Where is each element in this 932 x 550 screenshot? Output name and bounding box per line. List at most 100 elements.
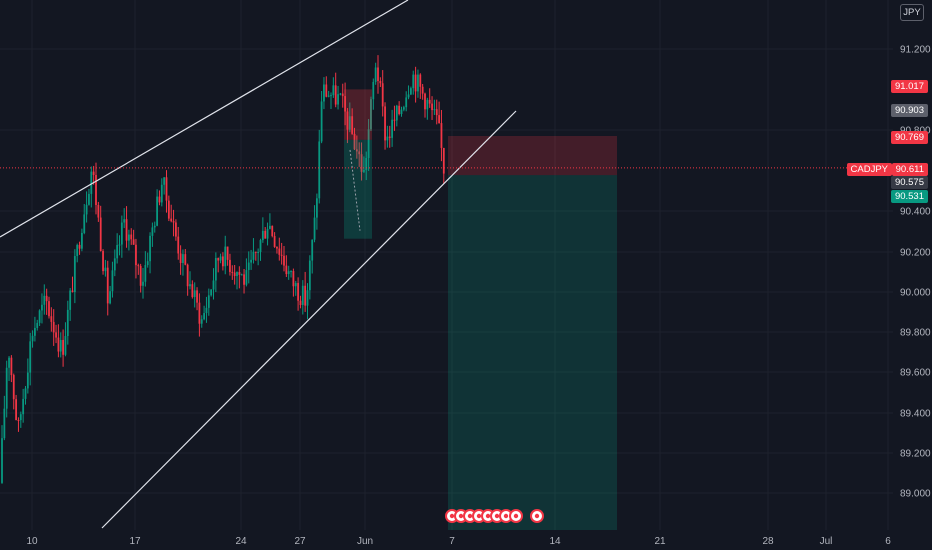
candle-body — [363, 170, 365, 172]
candle-body — [29, 341, 32, 373]
candle-body — [179, 253, 182, 264]
candle-body — [414, 74, 417, 92]
candle-body — [153, 225, 156, 228]
candle-body — [55, 332, 57, 338]
candle-body — [428, 99, 431, 104]
event-marker-dot — [467, 513, 473, 519]
candle-body — [76, 244, 79, 257]
candle-body — [130, 234, 133, 240]
small-stop-zone[interactable] — [344, 89, 372, 140]
candle-body — [332, 85, 335, 96]
candle-body — [417, 74, 419, 92]
candle-body — [191, 284, 194, 298]
candle-body — [177, 236, 180, 254]
candle-body — [252, 251, 255, 260]
candle-body — [43, 295, 46, 305]
symbol-tag: CADJPY — [846, 163, 892, 176]
candle-body — [254, 251, 257, 253]
candle-body — [146, 261, 149, 266]
candle-body — [52, 321, 55, 333]
candle-body — [99, 217, 102, 252]
candle-body — [142, 281, 144, 286]
price-tag-mid: 90.903 — [890, 104, 928, 117]
candle-body — [431, 103, 433, 111]
candle-body — [334, 85, 337, 105]
candle-body — [381, 83, 384, 107]
currency-label[interactable]: JPY — [900, 4, 924, 21]
candle-body — [137, 265, 140, 267]
price-tag-top: 91.017 — [890, 80, 928, 93]
time-tick-label: 10 — [26, 536, 38, 547]
candle-body — [106, 267, 109, 304]
candle-body — [34, 327, 36, 336]
candle-body — [384, 106, 386, 141]
candle-body — [264, 230, 267, 239]
candle-body — [113, 258, 116, 271]
candle-body — [287, 271, 290, 275]
candlestick-series — [1, 55, 445, 484]
price-tick-label: 89.600 — [900, 368, 931, 379]
candle-body — [214, 258, 217, 281]
candle-body — [144, 265, 147, 282]
price-tag-stop: 90.769 — [890, 131, 928, 144]
candle-body — [229, 259, 231, 272]
candle-body — [95, 175, 97, 205]
candle-body — [367, 129, 370, 158]
time-axis-ticks: 10 17 24 27 Jun 7 14 21 28 Jul 6 — [26, 536, 891, 547]
candle-body — [226, 246, 229, 260]
event-marker-dot — [494, 513, 500, 519]
candle-body — [292, 271, 295, 287]
candle-body — [104, 267, 107, 272]
candle-body — [88, 193, 90, 205]
candle-body — [139, 266, 142, 286]
candle-body — [238, 272, 241, 275]
candle-body — [41, 304, 43, 311]
candle-body — [73, 256, 76, 293]
candle-body — [85, 204, 88, 215]
candle-body — [285, 265, 288, 275]
candle-body — [341, 93, 344, 97]
candle-body — [36, 322, 39, 328]
candle-body — [15, 399, 17, 421]
candle-body — [426, 99, 429, 110]
candle-body — [421, 86, 424, 94]
candle-body — [440, 123, 443, 148]
candle-body — [163, 177, 166, 185]
candle-body — [308, 260, 311, 291]
upper-trendline[interactable] — [0, 0, 409, 238]
candle-body — [151, 227, 154, 236]
candle-body — [132, 239, 135, 245]
candle-body — [297, 283, 299, 301]
candle-body — [205, 307, 208, 314]
candle-body — [271, 225, 274, 237]
candle-body — [64, 336, 67, 355]
economic-event-markers[interactable] — [445, 509, 544, 523]
candle-body — [5, 367, 8, 409]
candle-body — [405, 97, 408, 108]
candle-body — [353, 133, 356, 150]
candle-body — [419, 74, 422, 87]
candle-body — [398, 105, 401, 115]
candle-body — [71, 290, 74, 293]
small-target-zone[interactable] — [344, 139, 372, 239]
candle-body — [125, 219, 128, 241]
price-tick-label: 91.200 — [900, 45, 931, 56]
candle-body — [175, 222, 177, 237]
time-tick-label: 28 — [762, 536, 774, 547]
candle-body — [83, 214, 86, 233]
time-axis-background[interactable] — [0, 530, 932, 550]
candle-body — [410, 88, 412, 95]
candle-body — [149, 235, 151, 262]
lower-trendline[interactable] — [101, 110, 517, 529]
candle-body — [116, 245, 119, 259]
candle-body — [200, 319, 203, 324]
price-tag-last: 90.611 — [891, 163, 928, 176]
candle-body — [301, 285, 304, 305]
candle-body — [8, 357, 10, 368]
candle-body — [386, 136, 389, 141]
take-profit-zone[interactable] — [448, 175, 617, 538]
candle-body — [393, 119, 396, 121]
stop-loss-zone[interactable] — [448, 135, 617, 176]
candle-body — [435, 109, 438, 116]
